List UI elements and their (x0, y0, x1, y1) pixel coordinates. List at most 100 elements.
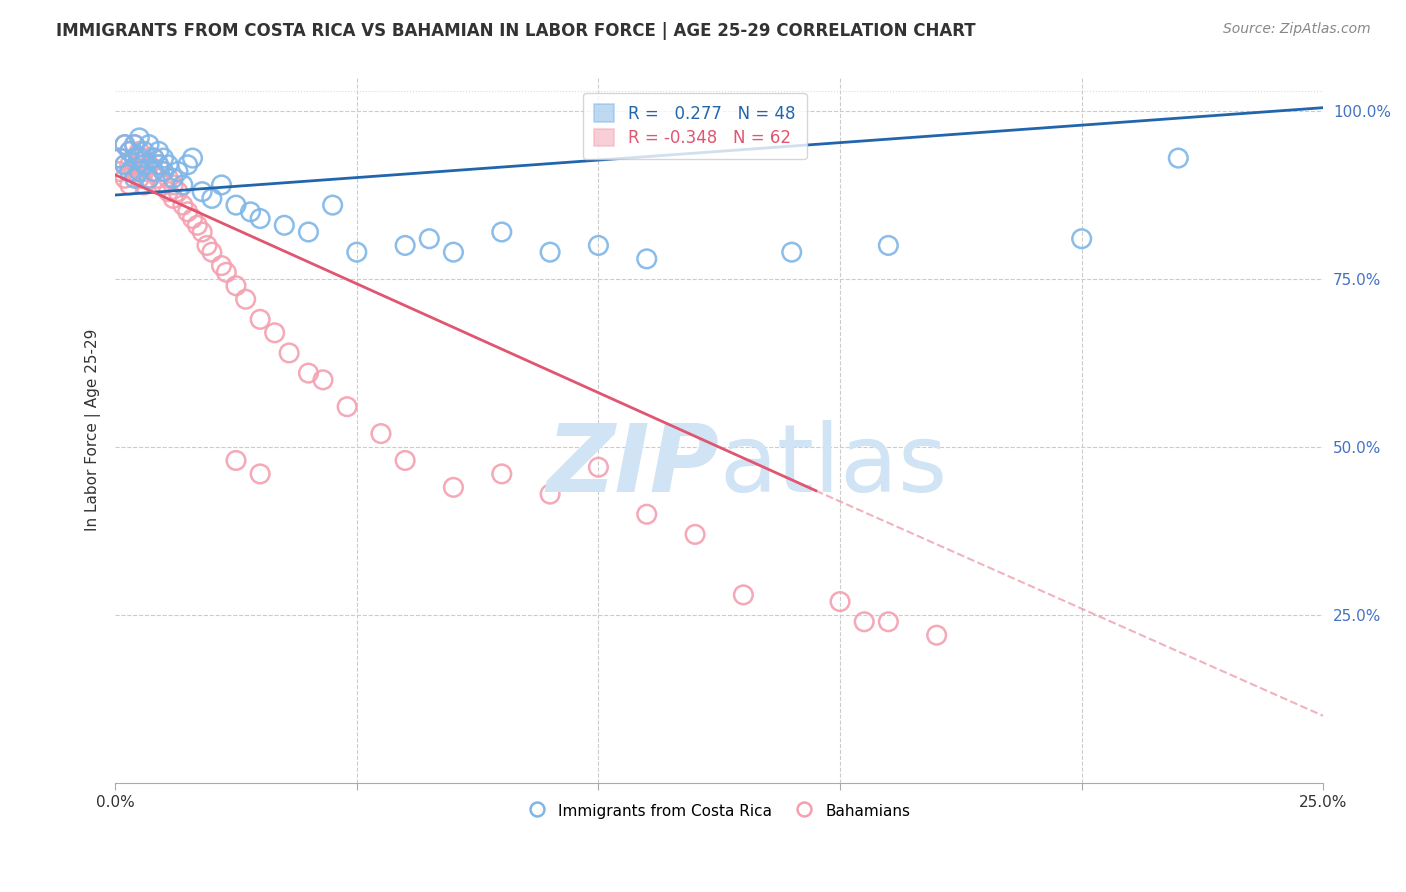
Point (186, 219, 208, 233)
Point (152, 164, 174, 178)
Point (172, 178, 194, 192)
Point (336, 400, 359, 414)
Point (142, 164, 165, 178)
Point (239, 204, 262, 219)
Point (152, 151, 174, 165)
Point (118, 145, 141, 159)
Point (925, 628, 948, 642)
Point (114, 158, 136, 172)
Point (152, 178, 174, 192)
Point (124, 171, 146, 186)
Point (443, 480, 465, 494)
Point (114, 158, 136, 172)
Point (297, 366, 319, 380)
Point (128, 164, 150, 178)
Text: atlas: atlas (720, 419, 948, 511)
Point (636, 508, 658, 522)
Point (124, 164, 146, 178)
Point (201, 245, 224, 260)
Point (538, 245, 561, 260)
Point (148, 158, 170, 172)
Point (191, 225, 214, 239)
Point (394, 238, 416, 252)
Point (278, 346, 301, 360)
Point (138, 171, 160, 186)
Point (1070, 232, 1092, 246)
Point (195, 238, 218, 252)
Point (134, 178, 156, 192)
Point (114, 137, 136, 152)
Point (235, 292, 257, 306)
Point (312, 373, 335, 387)
Point (273, 219, 295, 233)
Y-axis label: In Labor Force | Age 25-29: In Labor Force | Age 25-29 (86, 329, 101, 532)
Point (877, 238, 900, 252)
Point (138, 171, 160, 186)
Point (201, 191, 224, 205)
Point (128, 151, 150, 165)
Point (118, 164, 141, 178)
Point (118, 178, 141, 192)
Point (225, 278, 247, 293)
Point (394, 453, 416, 467)
Point (142, 151, 165, 165)
Point (148, 158, 170, 172)
Point (211, 259, 233, 273)
Point (176, 158, 198, 172)
Point (191, 185, 214, 199)
Point (225, 453, 247, 467)
Point (138, 158, 160, 172)
Text: Source: ZipAtlas.com: Source: ZipAtlas.com (1223, 22, 1371, 37)
Point (118, 145, 141, 159)
Point (148, 145, 170, 159)
Point (176, 204, 198, 219)
Point (877, 615, 900, 629)
Point (157, 185, 180, 199)
Point (162, 171, 184, 186)
Point (1167, 151, 1189, 165)
Point (124, 137, 146, 152)
Point (134, 158, 156, 172)
Point (636, 252, 658, 266)
Point (128, 131, 150, 145)
Point (538, 487, 561, 501)
Point (142, 164, 165, 178)
Point (128, 158, 150, 172)
Point (491, 225, 513, 239)
Point (124, 151, 146, 165)
Point (491, 467, 513, 481)
Point (249, 467, 271, 481)
Point (418, 232, 440, 246)
Point (124, 137, 146, 152)
Point (249, 312, 271, 326)
Point (162, 191, 184, 205)
Point (167, 164, 190, 178)
Point (157, 158, 180, 172)
Point (114, 137, 136, 152)
Point (588, 460, 610, 475)
Point (167, 185, 190, 199)
Point (322, 198, 344, 212)
Point (138, 137, 160, 152)
Point (828, 594, 851, 608)
Point (108, 164, 131, 178)
Point (134, 151, 156, 165)
Point (346, 245, 368, 260)
Point (370, 426, 392, 441)
Point (443, 245, 465, 260)
Point (108, 151, 131, 165)
Point (215, 265, 238, 279)
Point (225, 198, 247, 212)
Point (780, 245, 803, 260)
Point (162, 178, 184, 192)
Point (134, 145, 156, 159)
Point (733, 588, 755, 602)
Point (297, 225, 319, 239)
Text: ZIP: ZIP (547, 419, 720, 511)
Point (124, 151, 146, 165)
Point (181, 211, 204, 226)
Point (172, 198, 194, 212)
Point (128, 145, 150, 159)
Point (181, 151, 204, 165)
Point (683, 527, 706, 541)
